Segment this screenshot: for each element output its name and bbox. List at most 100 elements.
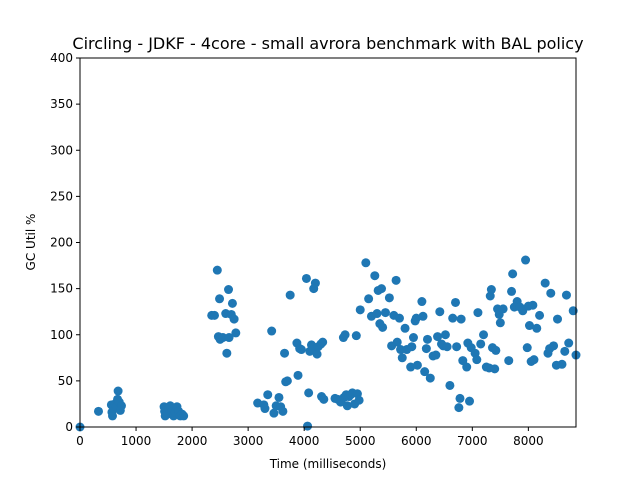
- data-point: [564, 338, 574, 348]
- data-point: [454, 403, 464, 413]
- data-point: [392, 337, 402, 347]
- data-point: [540, 278, 550, 288]
- data-point: [280, 348, 290, 358]
- data-point: [215, 294, 225, 304]
- y-tick-label: 350: [50, 97, 73, 111]
- data-point: [93, 406, 103, 416]
- data-point: [535, 310, 545, 320]
- data-point: [355, 305, 365, 315]
- data-point: [435, 307, 445, 317]
- data-point: [303, 421, 313, 431]
- y-axis-ticks: 0 50 100 150 200 250 300 350 400: [50, 51, 80, 434]
- data-point: [296, 345, 306, 355]
- data-point: [301, 273, 311, 283]
- data-point: [224, 285, 234, 295]
- data-point: [448, 313, 458, 323]
- data-point: [397, 353, 407, 363]
- data-point: [263, 390, 273, 400]
- data-point: [490, 364, 500, 374]
- x-tick-label: 8000: [513, 434, 544, 448]
- data-point: [391, 275, 401, 285]
- data-point: [455, 393, 465, 403]
- data-point: [408, 333, 418, 343]
- data-point: [491, 345, 501, 355]
- data-point: [420, 367, 430, 377]
- plot-frame: [79, 57, 577, 428]
- data-point: [418, 311, 428, 321]
- data-point: [442, 342, 452, 352]
- data-point: [380, 308, 390, 318]
- data-point: [396, 345, 406, 355]
- data-point: [108, 411, 118, 421]
- data-point: [394, 313, 404, 323]
- data-point: [433, 332, 443, 342]
- y-tick-label: 400: [50, 51, 73, 65]
- data-point: [504, 356, 514, 366]
- data-point: [340, 330, 350, 340]
- data-point: [407, 342, 417, 352]
- data-point: [532, 323, 542, 333]
- data-point: [260, 404, 270, 414]
- data-point: [267, 326, 277, 336]
- data-point: [361, 258, 371, 268]
- data-point: [354, 395, 364, 405]
- data-point: [498, 304, 508, 314]
- data-point: [495, 318, 505, 328]
- x-tick-label: 5000: [345, 434, 376, 448]
- y-axis-label: GC Util %: [24, 214, 38, 271]
- y-tick-label: 0: [65, 420, 73, 434]
- data-point: [231, 328, 241, 338]
- data-point: [561, 290, 571, 300]
- data-point: [319, 394, 329, 404]
- data-point: [479, 330, 489, 340]
- y-tick-label: 100: [50, 328, 73, 342]
- data-point: [304, 388, 314, 398]
- x-tick-label: 2000: [177, 434, 208, 448]
- data-point: [425, 373, 435, 383]
- data-point: [210, 310, 220, 320]
- data-point: [400, 323, 410, 333]
- data-point: [521, 255, 531, 265]
- data-point: [285, 290, 295, 300]
- data-point: [372, 309, 382, 319]
- data-point: [546, 288, 556, 298]
- data-point: [229, 314, 239, 324]
- points-layer: [75, 255, 581, 432]
- y-tick-label: 200: [50, 236, 73, 250]
- x-tick-label: 1000: [121, 434, 152, 448]
- data-point: [557, 359, 567, 369]
- data-point: [568, 306, 578, 316]
- data-point: [422, 334, 432, 344]
- data-point: [452, 342, 462, 352]
- data-point: [522, 343, 532, 353]
- y-tick-label: 150: [50, 282, 73, 296]
- data-point: [278, 406, 288, 416]
- data-point: [476, 339, 486, 349]
- data-point: [508, 269, 518, 279]
- data-point: [462, 362, 472, 372]
- data-point: [549, 341, 559, 351]
- data-point: [417, 297, 427, 307]
- x-tick-label: 4000: [289, 434, 320, 448]
- data-point: [553, 314, 563, 324]
- y-tick-label: 50: [58, 374, 73, 388]
- data-point: [293, 370, 303, 380]
- y-tick-label: 300: [50, 143, 73, 157]
- data-point: [431, 350, 441, 360]
- data-point: [529, 355, 539, 365]
- x-tick-label: 6000: [401, 434, 432, 448]
- data-point: [342, 401, 352, 411]
- data-point: [113, 386, 123, 396]
- data-point: [507, 286, 517, 296]
- data-point: [282, 376, 292, 386]
- data-point: [421, 344, 431, 354]
- data-point: [224, 333, 234, 343]
- data-point: [370, 271, 380, 281]
- x-axis-ticks: 0 1000 2000 3000 4000 5000 6000 7000 8000: [76, 427, 544, 448]
- data-point: [227, 298, 237, 308]
- data-point: [560, 346, 570, 356]
- x-axis-label: Time (milliseconds): [269, 457, 387, 471]
- data-point: [451, 297, 460, 307]
- chart-title: Circling - JDKF - 4core - small avrora b…: [72, 34, 583, 53]
- data-point: [524, 321, 534, 331]
